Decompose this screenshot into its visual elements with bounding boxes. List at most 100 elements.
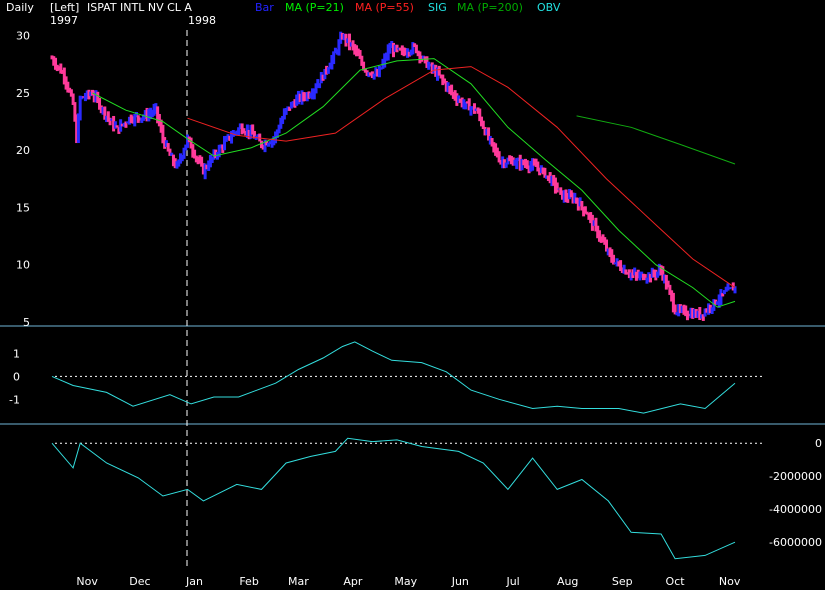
price-bar <box>721 293 725 297</box>
price-bar <box>226 134 230 140</box>
price-bar <box>441 74 445 86</box>
price-bar <box>115 125 119 128</box>
price-bar <box>555 182 559 193</box>
price-bar <box>587 213 591 220</box>
price-bar <box>710 307 714 314</box>
price-bar <box>715 301 719 305</box>
obv-tick-label: -2000000 <box>769 470 822 483</box>
price-bar <box>654 269 658 281</box>
price-bar <box>106 111 110 122</box>
obv-panel <box>51 437 736 560</box>
price-bar <box>340 32 344 40</box>
axis-side-label: [Left] <box>50 1 79 14</box>
price-bar <box>722 290 726 295</box>
obv-tick-label: -6000000 <box>769 536 822 549</box>
year-marker-label: 1998 <box>188 14 216 27</box>
price-bar <box>333 47 337 54</box>
price-bar <box>689 307 693 319</box>
price-bar <box>717 294 721 308</box>
month-label: Sep <box>612 575 633 588</box>
price-bar <box>90 89 94 96</box>
price-bar <box>94 90 98 103</box>
price-bar <box>87 89 91 100</box>
price-bar <box>453 90 457 101</box>
price-bar <box>506 157 510 165</box>
price-bar <box>707 303 711 315</box>
price-bar <box>96 91 100 104</box>
price-bar <box>230 130 234 144</box>
moving-averages <box>92 58 736 308</box>
price-bar <box>601 234 605 243</box>
price-bar <box>451 91 455 99</box>
price-bar <box>439 74 443 79</box>
price-bar <box>369 72 373 76</box>
price-bar <box>261 144 265 150</box>
price-bar <box>650 267 654 278</box>
price-bar <box>538 167 542 176</box>
price-bar <box>494 143 498 156</box>
price-bar <box>200 156 204 167</box>
price-bar <box>82 96 86 98</box>
price-bar <box>170 152 174 156</box>
price-bar <box>284 107 288 115</box>
price-bar <box>407 51 411 57</box>
price-bar <box>143 110 147 119</box>
price-bar <box>117 127 121 134</box>
price-bar <box>259 140 263 149</box>
month-label: May <box>394 575 417 588</box>
price-bar <box>450 84 454 96</box>
sig-tick-label: -1 <box>9 393 20 406</box>
price-bar <box>267 142 271 147</box>
price-bar <box>685 310 689 321</box>
sig-panel <box>51 341 736 414</box>
price-bar <box>585 211 589 215</box>
price-bar <box>319 71 323 84</box>
legend-item: MA (P=55) <box>355 1 414 14</box>
price-bar <box>536 161 540 172</box>
price-bar <box>173 158 177 169</box>
month-label: Apr <box>343 575 363 588</box>
price-bar <box>423 56 427 64</box>
price-bar <box>622 264 626 274</box>
price-bar <box>207 160 211 171</box>
start-year-label: 1997 <box>50 14 78 27</box>
price-bar <box>302 92 306 102</box>
price-bar <box>522 159 526 166</box>
price-bar <box>559 187 563 195</box>
price-bar <box>85 90 89 100</box>
price-bar <box>478 108 482 122</box>
price-bar <box>525 160 529 169</box>
price-bar <box>223 136 227 151</box>
price-bar <box>647 272 651 282</box>
price-bar <box>515 157 519 170</box>
price-bar <box>527 165 531 174</box>
price-bar <box>131 116 135 124</box>
price-bar <box>71 93 75 105</box>
price-bar <box>664 274 668 290</box>
price-bar <box>342 33 346 41</box>
price-bar <box>652 269 656 278</box>
price-bar <box>337 39 341 56</box>
price-bar <box>384 52 388 61</box>
price-bar <box>244 130 248 136</box>
price-bar <box>265 140 269 146</box>
price-bar <box>610 249 614 263</box>
price-bar <box>233 131 237 136</box>
price-bar <box>55 64 59 72</box>
price-bar <box>437 65 441 76</box>
price-bar <box>189 137 193 149</box>
price-bar <box>694 309 698 318</box>
price-bar <box>480 116 484 127</box>
price-bar <box>105 115 109 123</box>
price-bar <box>205 164 209 170</box>
price-bar <box>295 94 299 106</box>
price-bar <box>497 151 501 163</box>
price-bar <box>719 289 723 306</box>
price-bar <box>377 65 381 78</box>
price-bar <box>539 165 543 174</box>
price-bar <box>700 314 704 319</box>
price-bar <box>150 109 154 118</box>
price-bar <box>726 283 730 291</box>
price-bar <box>641 273 645 281</box>
price-bar <box>166 143 170 152</box>
